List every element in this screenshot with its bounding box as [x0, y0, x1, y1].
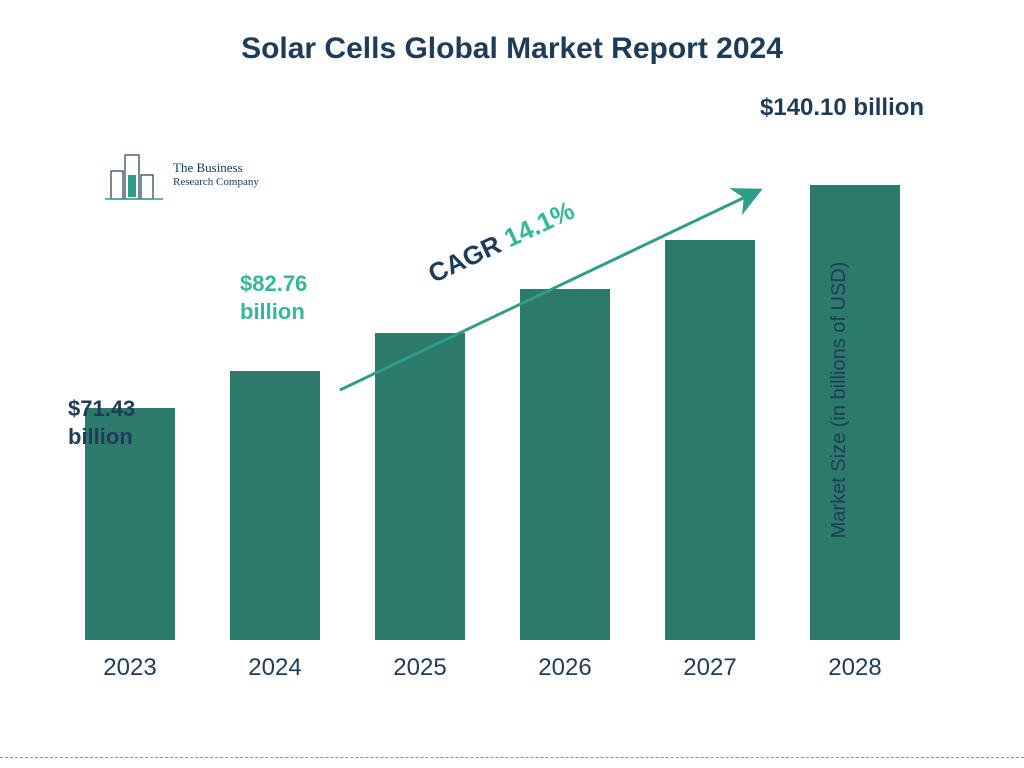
footer-separator	[0, 757, 1024, 758]
value-label: $71.43billion	[68, 395, 135, 450]
value-label: $140.10 billion	[760, 93, 924, 123]
value-label: $82.76billion	[240, 270, 307, 325]
